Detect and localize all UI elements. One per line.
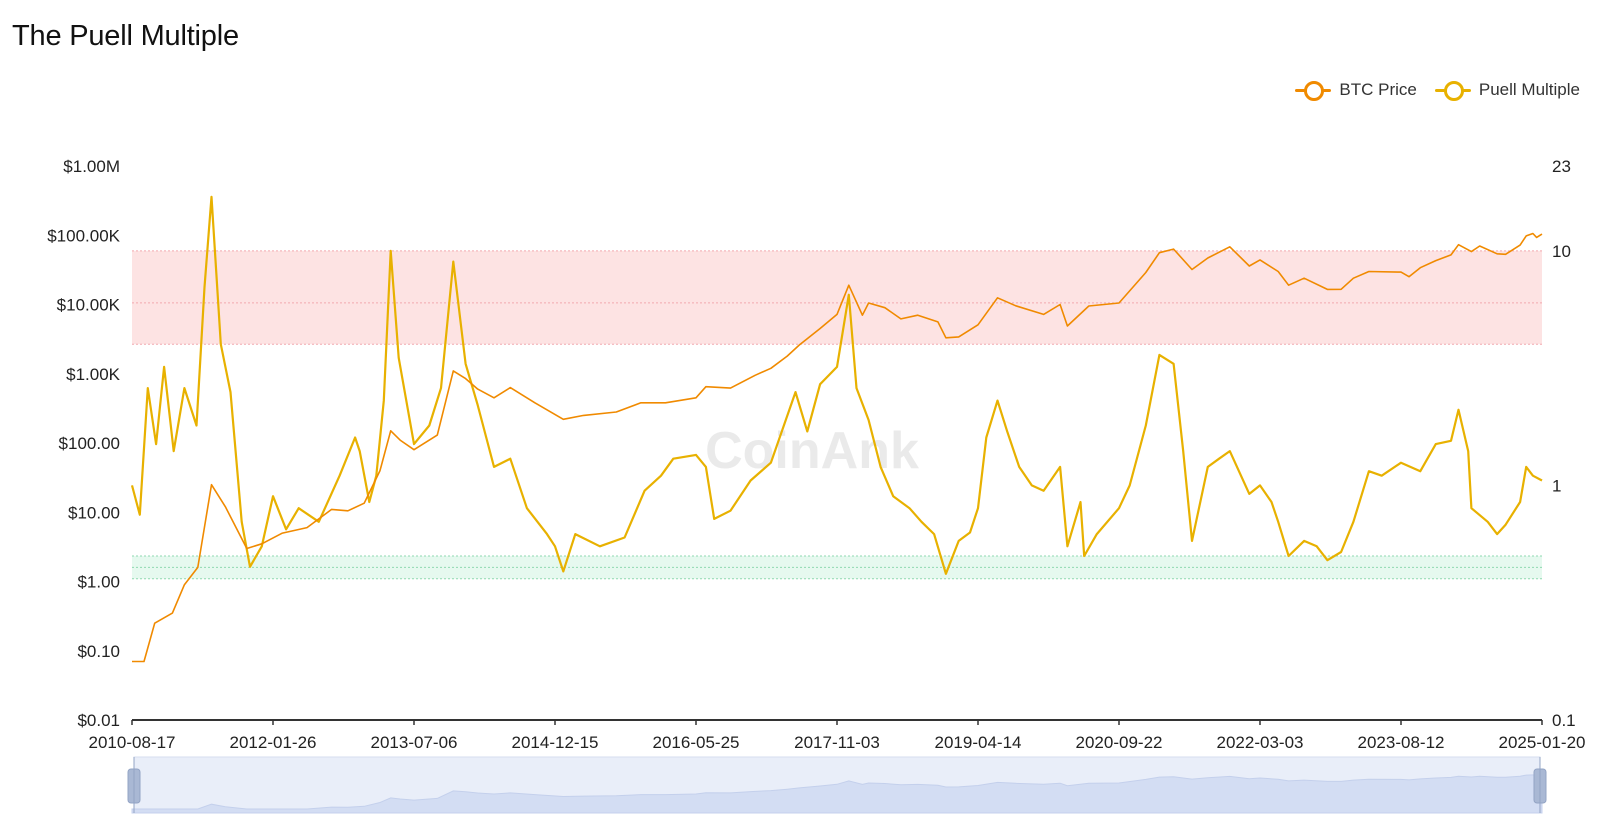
y-left-tick-label: $0.10 [77,642,120,661]
x-tick-label: 2012-01-26 [230,733,317,752]
data-zoom-preview-area [131,774,1543,814]
series-line-btc-price [132,232,1543,663]
legend-item-btc-price[interactable]: BTC Price [1295,80,1417,101]
legend-item-puell-multiple[interactable]: Puell Multiple [1434,80,1580,101]
x-tick-label: 2017-11-03 [794,733,880,752]
x-tick-label: 2025-01-20 [1499,733,1586,752]
legend-label-puell-multiple: Puell Multiple [1478,80,1580,99]
legend-label-btc-price: BTC Price [1339,80,1417,99]
y-right-tick-label: 1 [1552,476,1561,495]
y-left-tick-label: $1.00K [66,365,121,384]
x-tick-label: 2016-05-25 [653,733,740,752]
y-right-tick-label: 0.1 [1552,711,1576,730]
page-title: The Puell Multiple [12,20,239,52]
y-right-tick-label: 10 [1552,242,1571,261]
x-tick-label: 2013-07-06 [371,733,458,752]
x-tick-label: 2019-04-14 [935,733,1022,752]
series-line-puell-multiple [130,195,1543,575]
y-left-tick-label: $0.01 [77,711,120,730]
x-tick-label: 2020-09-22 [1076,733,1163,752]
band-overvalued [132,250,1542,345]
chart-legend: BTC Price Puell Multiple [1295,80,1580,101]
x-tick-label: 2022-03-03 [1217,733,1304,752]
y-left-tick-label: $1.00 [77,573,120,592]
y-left-tick-label: $100.00 [59,434,120,453]
y-left-tick-label: $1.00M [63,157,120,176]
y-right-tick-label: 23 [1552,157,1571,176]
btc-price-line-marker-icon [1295,80,1332,101]
puell-multiple-line-marker-icon [1434,80,1471,101]
x-tick-label: 2014-12-15 [512,733,599,752]
y-left-tick-label: $10.00K [57,296,121,315]
x-tick-label: 2023-08-12 [1358,733,1445,752]
y-left-tick-label: $10.00 [68,503,120,522]
x-tick-label: 2010-08-17 [89,733,176,752]
y-left-tick-label: $100.00K [47,226,120,245]
watermark-text: CoinAnk [705,422,919,480]
